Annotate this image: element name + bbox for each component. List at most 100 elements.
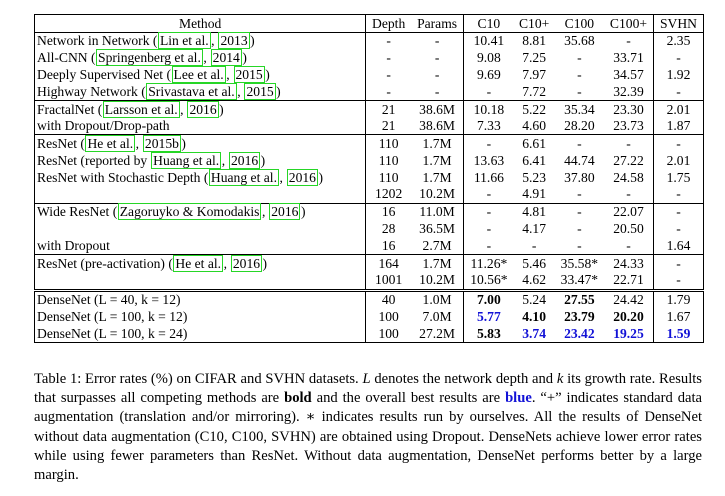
value-cell: - <box>653 134 704 153</box>
caption-var-k: k <box>556 371 564 387</box>
cell-value: 11.66 <box>473 169 504 185</box>
cell-value: 2.01 <box>666 101 691 117</box>
citation-link[interactable]: Huang et al. <box>208 168 279 186</box>
citation-link[interactable]: Huang et al. <box>151 151 222 169</box>
value-cell: - <box>603 185 654 204</box>
value-cell: 1.0M <box>410 288 465 309</box>
value-cell: 33.71 <box>603 49 654 67</box>
cell-value: - <box>676 272 681 288</box>
cell-value: 23.73 <box>613 118 644 134</box>
value-cell: 27.2M <box>410 325 465 343</box>
value-cell: - <box>555 83 604 100</box>
cell-value: 2.01 <box>666 152 691 168</box>
cell-value: - <box>577 186 582 202</box>
value-cell: 37.80 <box>555 169 604 186</box>
cell-value: - <box>486 83 492 99</box>
value-cell: 5.83 <box>463 325 514 343</box>
value-cell: 1.59 <box>653 325 704 343</box>
citation-link[interactable]: 2016 <box>228 151 261 169</box>
value-cell: - <box>603 134 654 153</box>
value-cell: 1.7M <box>410 253 465 272</box>
value-cell: 7.00 <box>463 288 514 309</box>
value-cell: 1.67 <box>653 308 703 325</box>
cell-value: 27.55 <box>564 292 595 308</box>
caption-part-2: denotes the network depth and <box>370 371 557 387</box>
citation-link[interactable]: 2016 <box>269 203 301 221</box>
cell-value: 1202 <box>375 186 403 202</box>
cell-value: - <box>626 237 631 253</box>
method-tail: ) <box>219 101 224 117</box>
value-cell: 5.22 <box>513 99 555 118</box>
citation-link[interactable]: 2014 <box>210 49 242 67</box>
citation-link[interactable]: 2015 <box>244 82 276 100</box>
cell-value: 1.87 <box>666 118 691 134</box>
cell-value: 10.2M <box>419 272 456 288</box>
value-cell: - <box>555 237 604 254</box>
cell-value: 1.67 <box>666 308 691 324</box>
table-row: ResNet (pre-activation) (He et al., 2016… <box>34 253 704 272</box>
citation-link[interactable]: Srivastava et al. <box>146 82 237 100</box>
table-row: ResNet with Stochastic Depth (Huang et a… <box>34 168 704 186</box>
method-tail: ) <box>318 169 323 185</box>
method-name: All-CNN ( <box>37 50 96 66</box>
table-row: 1202 10.2M - 4.91 - - - <box>34 185 704 204</box>
value-cell: 35.58* <box>554 253 604 272</box>
cell-value: - <box>486 204 492 220</box>
value-cell: 4.81 <box>513 202 555 221</box>
value-cell: - <box>653 220 703 237</box>
value-cell: - <box>464 83 514 100</box>
citation-link[interactable]: 2013 <box>218 32 250 50</box>
cell-value: 38.6M <box>419 118 456 134</box>
cell-value: - <box>676 50 681 66</box>
value-cell: 164 <box>365 253 411 272</box>
method-name: ResNet ( <box>37 136 85 152</box>
citation-link[interactable]: 2016 <box>286 168 318 186</box>
method-name: Wide ResNet ( <box>37 204 118 220</box>
cell-value: - <box>434 66 440 82</box>
cell-value: 35.58* <box>560 255 599 271</box>
value-cell: 11.26* <box>463 253 514 272</box>
citation-link[interactable]: Larsson et al. <box>102 100 180 118</box>
citation-link[interactable]: He et al. <box>173 254 224 272</box>
value-cell: - <box>653 186 703 203</box>
value-cell: 4.17 <box>514 220 555 237</box>
citation-link[interactable]: Lin et al. <box>157 32 211 50</box>
citation-link[interactable]: 2016 <box>187 100 219 118</box>
value-cell: 23.79 <box>555 308 604 325</box>
citation-link[interactable]: Zagoruyko & Komodakis <box>117 203 262 221</box>
value-cell: 1.87 <box>653 118 703 135</box>
method-cell: ResNet (He et al., 2015b) <box>34 134 367 153</box>
cell-value: 4.17 <box>522 220 547 236</box>
value-cell: 16 <box>365 202 411 221</box>
citation-link[interactable]: 2016 <box>230 254 263 272</box>
header-c10plus: C10+ <box>513 14 555 33</box>
value-cell: 9.08 <box>464 50 514 67</box>
caption-part-1: Table 1: Error rates (%) on CIFAR and SV… <box>34 371 363 387</box>
value-cell: - <box>653 83 703 100</box>
value-cell: 35.68 <box>555 32 604 49</box>
header-depth: Depth <box>365 14 411 33</box>
cell-value: 32.39 <box>613 83 644 99</box>
value-cell: - <box>555 186 604 203</box>
value-cell: 11.0M <box>410 202 465 221</box>
value-cell: 7.0M <box>410 308 465 326</box>
citation-link[interactable]: Springenberg et al. <box>96 49 203 67</box>
value-cell: 27.55 <box>554 288 604 309</box>
cell-value: 2.7M <box>422 237 452 253</box>
value-cell: 3.74 <box>513 325 555 343</box>
citation-link[interactable]: 2015b <box>142 135 181 153</box>
value-cell: - <box>653 272 703 290</box>
table-row: Deeply Supervised Net (Lee et al., 2015)… <box>34 65 704 84</box>
citation-link[interactable]: 2015 <box>233 65 265 83</box>
method-cell: ResNet (reported by Huang et al., 2016) <box>34 151 367 170</box>
value-cell: 8.81 <box>514 32 555 49</box>
citation-link[interactable]: Lee et al. <box>171 65 226 83</box>
value-cell: 11.66 <box>464 169 514 186</box>
method-name: DenseNet (L = 40, k = 12) <box>37 292 181 308</box>
cell-value: - <box>676 136 681 152</box>
citation-link[interactable]: He et al. <box>85 135 136 153</box>
cell-value: 9.69 <box>476 66 501 82</box>
value-cell: - <box>554 134 604 153</box>
value-cell: 4.60 <box>514 118 555 135</box>
value-cell: 24.58 <box>603 169 654 186</box>
